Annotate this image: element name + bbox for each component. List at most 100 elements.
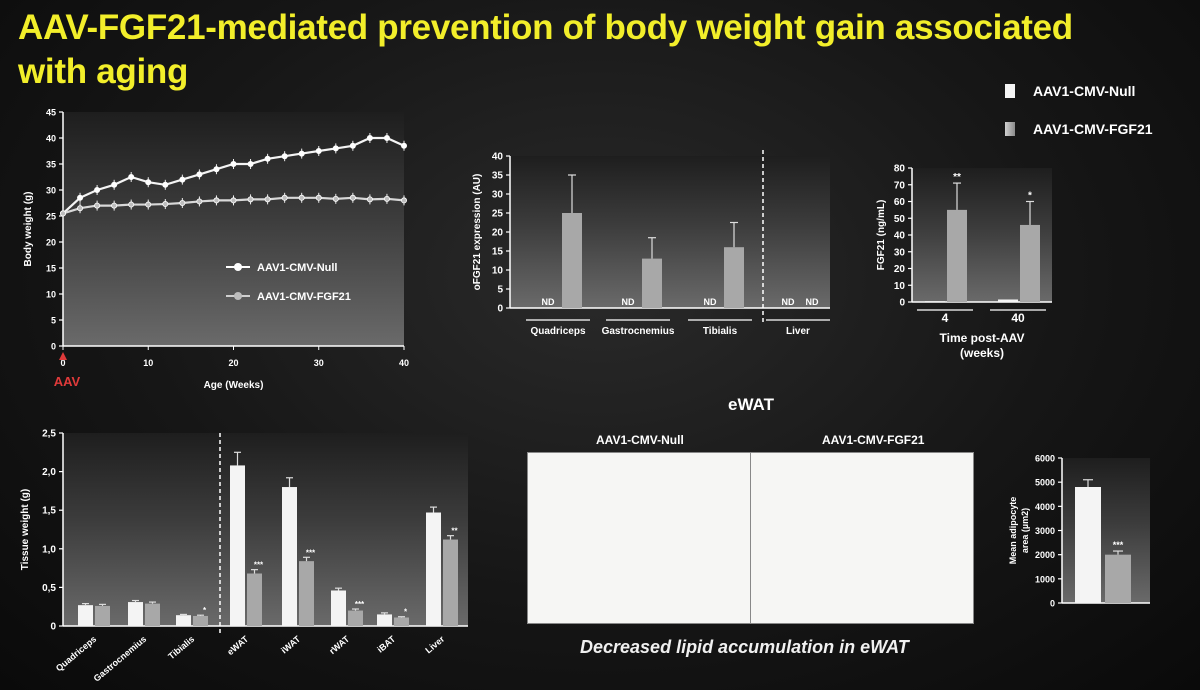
- of-nd-label: ND: [542, 297, 555, 307]
- tw-y-tick-label: 2,5: [42, 429, 56, 440]
- bw-data-point: [281, 194, 288, 201]
- tw-bar: [193, 615, 208, 626]
- bw-data-point: [264, 155, 271, 162]
- ad-y-label: Mean adipocyte: [1008, 497, 1018, 565]
- ad-y-tick-label: 5000: [1035, 478, 1055, 488]
- fg-x-label: Time post-AAV: [940, 331, 1025, 345]
- fg-bar: [998, 299, 1018, 302]
- bw-data-point: [213, 166, 220, 173]
- bw-x-tick-label: 0: [60, 358, 65, 368]
- bw-x-tick-label: 10: [143, 358, 153, 368]
- tw-bar: [282, 487, 297, 626]
- bw-data-point: [383, 134, 390, 141]
- bw-data-point: [179, 199, 186, 206]
- bw-data-point: [230, 197, 237, 204]
- ad-y-tick-label: 0: [1050, 599, 1055, 609]
- tw-bar: [394, 617, 409, 626]
- of-nd-label: ND: [782, 297, 795, 307]
- bw-aav-arrow: [59, 352, 67, 360]
- of-y-tick-label: 20: [492, 228, 504, 239]
- bw-x-tick-label: 40: [399, 358, 409, 368]
- bw-data-point: [400, 142, 407, 149]
- fg-y-tick-label: 30: [894, 247, 906, 258]
- bw-plot-area: [63, 112, 404, 346]
- bw-data-point: [298, 150, 305, 157]
- ad-bar: [1075, 487, 1101, 603]
- bw-data-point: [77, 205, 84, 212]
- of-nd-label: ND: [704, 297, 717, 307]
- fg-bar: [1020, 224, 1040, 302]
- bw-data-point: [247, 196, 254, 203]
- of-bar: [562, 213, 582, 308]
- bw-y-tick-label: 5: [51, 316, 56, 326]
- slide-legend: AAV1-CMV-Null AAV1-CMV-FGF21: [1005, 72, 1153, 148]
- bw-y-tick-label: 35: [46, 160, 56, 170]
- of-category-label: Tibialis: [703, 326, 738, 337]
- of-y-tick-label: 15: [492, 247, 504, 258]
- tw-sig-label: *: [203, 606, 207, 615]
- bw-y-tick-label: 10: [46, 290, 56, 300]
- tw-bar: [78, 605, 93, 626]
- bw-data-point: [264, 196, 271, 203]
- bw-data-point: [315, 147, 322, 154]
- tw-bar: [348, 610, 363, 626]
- bw-legend-label: AAV1-CMV-FGF21: [257, 291, 351, 303]
- of-y-tick-label: 0: [497, 304, 503, 315]
- bw-data-point: [111, 202, 118, 209]
- bw-data-point: [366, 134, 373, 141]
- legend-item-null: AAV1-CMV-Null: [1005, 72, 1153, 110]
- fg-sig-label: **: [953, 172, 961, 183]
- tw-sig-label: ***: [355, 600, 365, 609]
- ad-bar: [1105, 554, 1131, 603]
- of-category-label: Quadriceps: [530, 326, 585, 337]
- fg-y-tick-label: 80: [894, 164, 906, 175]
- bw-x-label: Age (Weeks): [204, 380, 264, 391]
- tw-bar: [443, 539, 458, 626]
- tw-sig-label: *: [404, 608, 408, 617]
- ad-y-tick-label: 6000: [1035, 454, 1055, 464]
- micrograph-null: [527, 452, 751, 624]
- tw-bar: [331, 590, 346, 626]
- fg-y-tick-label: 20: [894, 264, 906, 275]
- bw-data-point: [145, 201, 152, 208]
- bw-data-point: [230, 160, 237, 167]
- tw-bar: [426, 512, 441, 626]
- legend-label-fgf21: AAV1-CMV-FGF21: [1033, 121, 1153, 137]
- bw-data-point: [281, 153, 288, 160]
- fg-category-label: 4: [942, 311, 949, 325]
- bw-data-point: [162, 181, 169, 188]
- tw-sig-label: ***: [254, 561, 264, 570]
- bw-y-tick-label: 20: [46, 238, 56, 248]
- legend-swatch-fgf21: [1005, 122, 1015, 136]
- of-y-tick-label: 5: [497, 285, 503, 296]
- ad-y-label: area (µm2): [1020, 508, 1030, 553]
- bw-data-point: [196, 171, 203, 178]
- bw-legend-label: AAV1-CMV-Null: [257, 262, 337, 274]
- bw-legend-marker: [234, 292, 242, 300]
- bw-data-point: [77, 194, 84, 201]
- bw-data-point: [400, 197, 407, 204]
- of-y-tick-label: 35: [492, 171, 504, 182]
- ad-sig-label: ***: [1113, 540, 1124, 550]
- of-y-tick-label: 10: [492, 266, 504, 277]
- micrograph-fgf21: [750, 452, 974, 624]
- legend-label-null: AAV1-CMV-Null: [1033, 83, 1136, 99]
- bw-y-tick-label: 40: [46, 134, 56, 144]
- bw-data-point: [179, 176, 186, 183]
- ad-y-tick-label: 1000: [1035, 574, 1055, 584]
- fg-x-label: (weeks): [960, 346, 1004, 360]
- tw-sig-label: ***: [306, 548, 316, 557]
- of-nd-label: ND: [622, 297, 635, 307]
- fg-category-label: 40: [1011, 311, 1025, 325]
- ewat-title: eWAT: [728, 395, 774, 414]
- tw-y-tick-label: 0,5: [42, 583, 56, 594]
- bw-legend-marker: [234, 263, 242, 271]
- tw-bar: [247, 573, 262, 626]
- bw-data-point: [366, 196, 373, 203]
- ad-y-tick-label: 2000: [1035, 550, 1055, 560]
- bw-data-point: [332, 195, 339, 202]
